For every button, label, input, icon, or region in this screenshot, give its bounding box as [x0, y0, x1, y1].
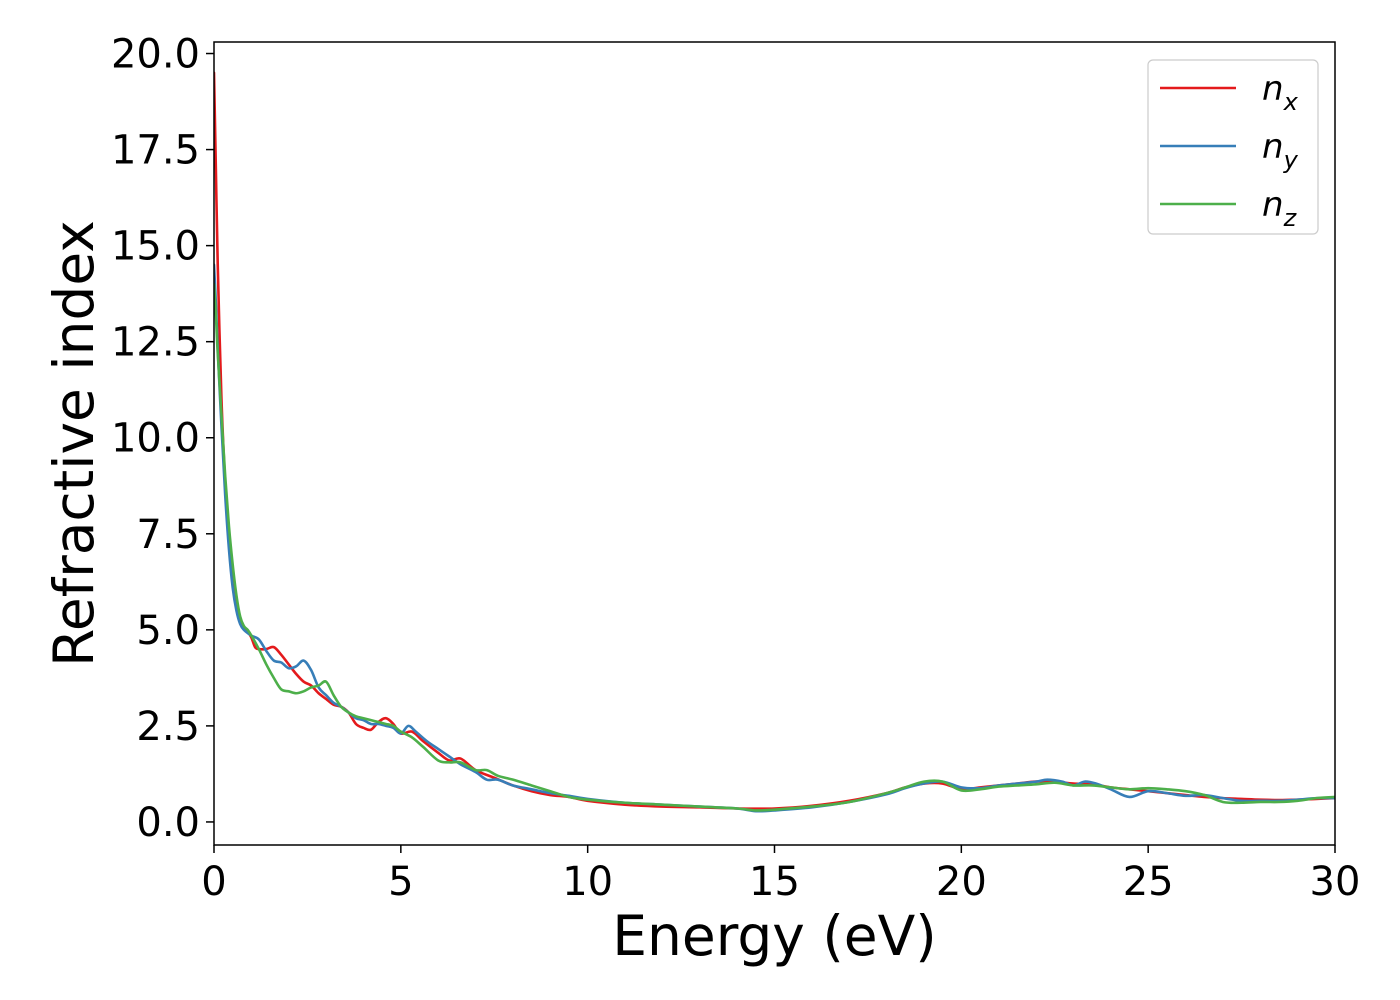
x-tick-label: 5	[388, 859, 413, 905]
y-tick-label: 0.0	[136, 800, 200, 846]
legend-item-ny: ny	[1160, 127, 1299, 174]
y-axis-label: Refractive index	[42, 220, 106, 667]
legend-label: nz	[1262, 185, 1298, 232]
y-tick-label: 5.0	[136, 608, 200, 654]
x-axis-label: Energy (eV)	[612, 904, 936, 968]
legend-label-subscript: y	[1283, 146, 1299, 174]
y-tick-label: 2.5	[136, 704, 200, 750]
series-line-nz	[214, 282, 1335, 812]
legend-item-nx: nx	[1160, 69, 1299, 116]
x-tick-label: 30	[1310, 859, 1361, 905]
legend-label-base: n	[1262, 127, 1284, 167]
x-tick-label: 20	[936, 859, 987, 905]
legend-label-base: n	[1262, 69, 1284, 109]
x-tick-label: 25	[1123, 859, 1174, 905]
legend-label-subscript: x	[1283, 88, 1299, 116]
x-tick-label: 15	[749, 859, 800, 905]
x-tick-label: 10	[562, 859, 613, 905]
legend-label-base: n	[1262, 185, 1284, 225]
x-tick-label: 0	[201, 859, 226, 905]
series-lines	[214, 71, 1335, 813]
legend-label: nx	[1262, 69, 1299, 116]
y-tick-label: 10.0	[111, 416, 200, 462]
y-tick-label: 15.0	[111, 224, 200, 270]
plot-frame	[213, 41, 1336, 846]
y-tick-label: 12.5	[111, 320, 200, 366]
legend-label: ny	[1262, 127, 1299, 174]
y-axis-ticks: 0.0 2.5 5.0 7.5 10.0 12.5 15.0 17.5 20.0	[111, 32, 214, 846]
y-tick-label: 20.0	[111, 32, 200, 78]
y-tick-label: 7.5	[136, 512, 200, 558]
legend-item-nz: nz	[1160, 185, 1298, 232]
legend-label-subscript: z	[1283, 204, 1298, 232]
x-axis-ticks: 0 5 10 15 20 25 30	[201, 845, 1360, 905]
y-tick-label: 17.5	[111, 128, 200, 174]
series-line-ny	[214, 263, 1335, 813]
